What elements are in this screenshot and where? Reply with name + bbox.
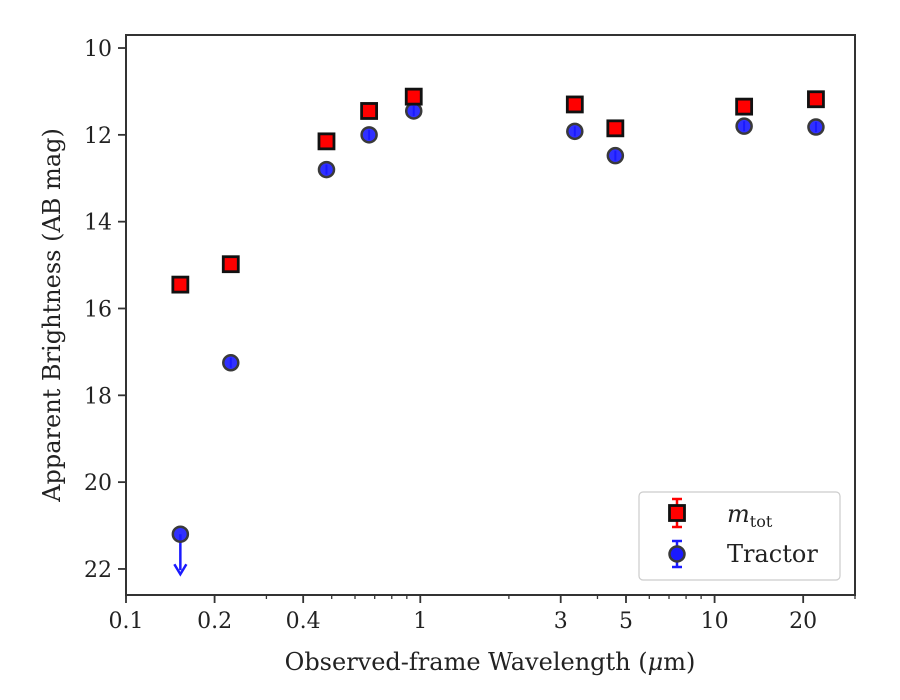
- x-tick-label: 3: [554, 609, 568, 634]
- mtot-point: [807, 90, 825, 109]
- legend-label-tractor: Tractor: [727, 540, 818, 568]
- mtot-point: [735, 97, 754, 116]
- legend-marker-tractor: [668, 539, 686, 569]
- y-tick-label: 10: [84, 37, 112, 62]
- legend: mtot Tractor: [638, 491, 841, 581]
- tractor-point: [171, 525, 190, 543]
- tractor-point: [566, 122, 584, 141]
- mtot-point: [360, 102, 379, 120]
- legend-marker-mtot: [668, 497, 686, 529]
- mtot-point: [565, 95, 584, 114]
- tractor-point: [404, 102, 423, 120]
- legend-label-mtot: mtot: [727, 500, 773, 531]
- mtot-point: [606, 119, 625, 138]
- mtot-point: [404, 87, 423, 106]
- tractor-point: [317, 160, 336, 179]
- x-tick-label: 0.4: [286, 609, 321, 634]
- y-tick-label: 16: [84, 297, 112, 322]
- y-axis-label: Apparent Brightness (AB mag): [38, 128, 66, 503]
- mtot-point: [171, 275, 190, 294]
- y-tick-label: 18: [84, 384, 112, 409]
- x-axis-label: Observed-frame Wavelength (μm): [285, 648, 696, 676]
- mtot-point: [221, 255, 240, 274]
- x-axis-ticks: 0.1 0.2 0.4 1 3 5 10 20: [109, 595, 856, 634]
- tractor-point: [807, 118, 825, 136]
- tractor-point: [735, 117, 753, 135]
- y-tick-label: 22: [84, 558, 112, 583]
- tractor-point: [222, 354, 240, 372]
- x-tick-label: 0.2: [197, 609, 232, 634]
- mtot-point: [317, 132, 336, 151]
- y-tick-label: 12: [84, 124, 112, 149]
- tractor-point: [606, 146, 625, 165]
- x-tick-label: 1: [413, 609, 427, 634]
- upper-limit-arrow-head: [173, 563, 188, 577]
- x-tick-label: 20: [789, 609, 817, 634]
- x-tick-label: 0.1: [109, 609, 144, 634]
- tractor-point: [360, 126, 378, 144]
- x-tick-label: 5: [619, 609, 633, 634]
- y-tick-label: 20: [84, 471, 112, 496]
- legend-box: [638, 491, 841, 581]
- y-tick-label: 14: [84, 211, 112, 236]
- x-tick-label: 10: [701, 609, 729, 634]
- data-points: [171, 87, 825, 577]
- y-axis-ticks: 10 12 14 16 18 20 22: [84, 37, 126, 583]
